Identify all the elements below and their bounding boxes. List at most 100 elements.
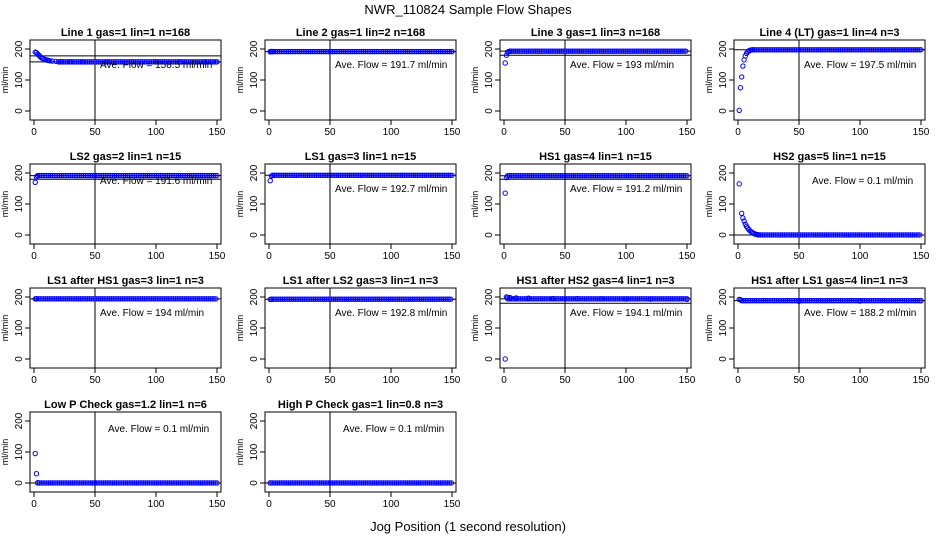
data-point [805,232,811,238]
data-point [169,59,175,65]
data-point [383,172,389,178]
data-point [401,48,407,55]
data-point [898,232,905,238]
data-point [55,296,62,302]
data-point [148,172,154,179]
data-point [196,172,202,179]
data-point [619,48,625,54]
data-point [433,296,439,302]
data-point [139,59,146,65]
data-point [287,480,294,486]
data-point [532,173,538,179]
x-tick-label: 150 [209,375,226,386]
data-point [52,296,58,302]
data-point [283,480,290,486]
data-point [196,480,202,486]
data-point [416,172,422,178]
data-point [615,48,621,54]
data-point [583,296,590,302]
data-point [628,48,634,54]
panel-title: LS1 after HS1 gas=3 lin=1 n=3 [47,275,204,287]
data-point [299,172,305,178]
data-point [543,296,549,302]
data-point [738,297,745,304]
data-point [353,48,359,55]
data-point [309,296,315,302]
data-point [868,47,875,53]
x-tick-label: 50 [559,375,571,386]
data-point [191,59,197,65]
data-point [527,48,533,54]
data-point [741,218,747,224]
data-point [435,48,442,55]
data-point [550,173,557,179]
data-point [349,296,355,302]
y-tick-label: 100 [249,195,260,212]
x-tick-label: 100 [618,251,635,262]
data-point [95,172,101,179]
data-point [757,232,764,238]
data-point [887,47,893,53]
data-point [282,172,289,178]
data-point [771,297,778,304]
data-point [387,296,394,302]
x-tick-label: 0 [31,251,37,262]
data-point [794,232,800,238]
data-point [439,48,445,55]
data-point [594,173,601,179]
data-point [32,450,38,457]
data-point [69,172,76,179]
data-point [759,232,766,238]
data-point [418,296,425,302]
data-point [205,480,211,486]
data-point [660,173,666,179]
data-point [644,173,650,179]
data-point [613,48,619,54]
data-point [793,297,800,304]
data-point [84,59,91,65]
data-point [348,172,355,178]
x-tick-label: 0 [735,375,741,386]
data-point [355,172,362,178]
y-tick-label: 100 [484,319,495,336]
panel-title: Line 3 gas=1 lin=3 n=168 [531,27,660,39]
data-point [912,297,919,304]
data-point [644,296,650,302]
data-point [435,480,442,486]
data-point [653,173,659,179]
data-point [77,296,84,302]
data-point [276,48,283,55]
data-point [658,296,665,302]
data-point [548,296,555,302]
data-point [190,172,196,179]
data-point [779,232,786,238]
data-point [338,296,344,302]
data-point [49,58,55,64]
x-tick-label: 100 [148,251,165,262]
panel-9: LS1 after HS1 gas=3 lin=1 n=30 50 100 15001… [0,275,226,386]
data-point [153,172,160,179]
panel-title: HS2 gas=5 lin=1 n=15 [773,151,886,163]
data-point [827,232,833,238]
data-point [658,173,665,179]
data-point [655,48,662,54]
data-point [636,173,643,179]
data-point [58,480,65,486]
data-point [600,296,606,302]
x-tick-label: 0 [735,251,741,262]
data-point [645,173,652,179]
data-point [611,296,617,302]
data-point [113,480,120,486]
data-point [863,47,869,53]
data-point [885,232,892,238]
data-point [346,48,352,55]
data-point [150,172,156,179]
data-point [189,296,195,302]
data-point [49,172,55,179]
y-tick-label: 100 [718,319,729,336]
data-point [569,296,575,302]
data-point [894,297,900,304]
data-point [545,296,551,302]
data-point [288,172,294,178]
data-point [759,297,765,304]
